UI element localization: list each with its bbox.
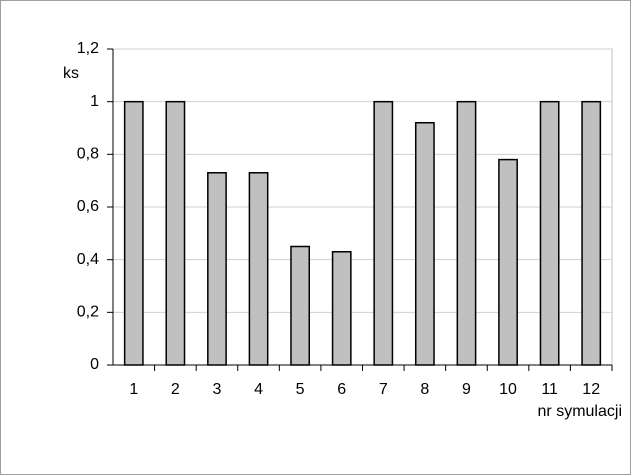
- bar: [498, 158, 518, 366]
- x-tick-label: 3: [213, 381, 222, 398]
- bar: [248, 172, 269, 366]
- bar: [414, 121, 435, 366]
- y-axis-label: ks: [63, 65, 79, 82]
- y-tick-label: 0,2: [77, 304, 99, 321]
- bar: [456, 100, 477, 366]
- bar: [207, 172, 227, 366]
- y-tick-label: 0: [90, 356, 99, 373]
- x-tick-label: 4: [254, 381, 263, 398]
- x-tick-label: 11: [541, 381, 558, 398]
- x-tick-label: 8: [420, 381, 429, 398]
- bar: [123, 100, 144, 366]
- x-tick-label: 5: [296, 381, 305, 398]
- y-tick-label: 0,6: [77, 198, 99, 215]
- x-tick-label: 12: [582, 381, 600, 398]
- bar: [581, 100, 602, 366]
- x-tick-label: 6: [337, 381, 346, 398]
- x-tick-label: 1: [129, 381, 138, 398]
- bar: [165, 100, 186, 366]
- x-axis-label: nr symulacji: [538, 403, 622, 420]
- y-tick-label: 1,2: [77, 40, 99, 57]
- bar: [331, 251, 352, 366]
- bar: [373, 100, 394, 366]
- bar: [290, 245, 311, 366]
- x-tick-label: 9: [462, 381, 471, 398]
- bar: [539, 100, 560, 366]
- x-tick-label: 10: [499, 381, 517, 398]
- y-tick-label: 0,4: [77, 251, 99, 268]
- y-tick-label: 1: [90, 93, 99, 110]
- x-tick-label: 2: [171, 381, 180, 398]
- x-tick-label: 7: [379, 381, 388, 398]
- y-tick-label: 0,8: [77, 146, 99, 163]
